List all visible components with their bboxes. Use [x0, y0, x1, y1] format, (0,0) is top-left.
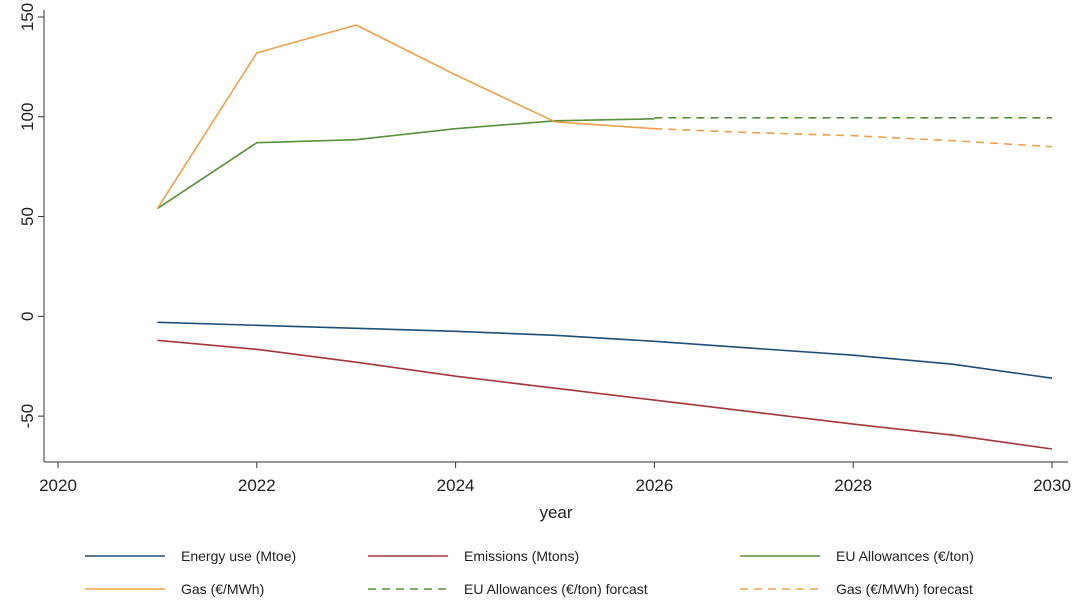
x-tick-label: 2028 [834, 476, 872, 495]
y-tick-label: -50 [18, 404, 37, 429]
axes: -50 0 50 100 150 2020 2022 2024 2026 2028 2030 [18, 3, 1071, 495]
legend-label: Gas (€/MWh) forecast [836, 581, 973, 597]
series-layer [156, 24, 1053, 450]
series-line-5 [654, 127, 1053, 148]
y-tick-label: 0 [18, 312, 37, 321]
series-line-0 [157, 321, 1053, 379]
legend: Energy use (Mtoe) Emissions (Mtons) EU All… [85, 548, 974, 597]
series-line-3 [156, 24, 655, 210]
x-tick-label: 2030 [1033, 476, 1071, 495]
x-tick-label: 2020 [39, 476, 77, 495]
series-line-1 [157, 339, 1053, 450]
y-tick-label: 50 [18, 207, 37, 226]
x-tick-label: 2022 [238, 476, 276, 495]
y-tick-label: 100 [18, 103, 37, 131]
x-tick-label: 2026 [635, 476, 673, 495]
legend-label: EU Allowances (€/ton) forcast [464, 581, 648, 597]
series-line-2 [156, 118, 655, 210]
legend-label: EU Allowances (€/ton) [836, 548, 974, 564]
legend-label: Emissions (Mtons) [464, 548, 579, 564]
legend-label: Energy use (Mtoe) [181, 548, 296, 564]
legend-label: Gas (€/MWh) [181, 581, 264, 597]
y-tick-label: 150 [18, 3, 37, 31]
x-tick-label: 2024 [437, 476, 475, 495]
x-axis-title: year [539, 503, 572, 522]
